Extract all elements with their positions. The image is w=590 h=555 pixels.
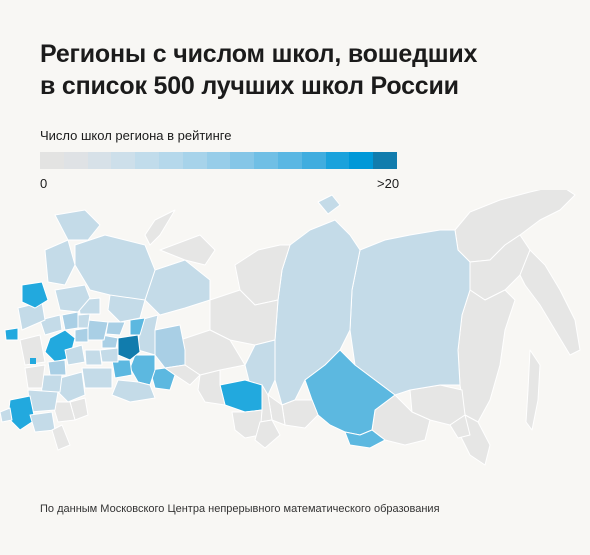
region-kursk-belgorod	[24, 364, 46, 389]
region-altai-rep	[254, 419, 281, 449]
region-severnaya-zemlya	[317, 194, 341, 215]
region-karelia	[44, 239, 76, 286]
region-ryazan	[64, 344, 86, 366]
legend-scale-step	[373, 152, 397, 169]
region-vladimir	[74, 327, 89, 343]
region-kaliningrad	[4, 327, 19, 341]
region-yakutia	[349, 229, 471, 396]
region-dagestan	[51, 424, 71, 451]
russia-regions-map	[0, 190, 581, 466]
region-ulyanovsk	[99, 347, 119, 363]
region-penza	[84, 349, 103, 366]
title-line-2: в список 500 лучших школ России	[40, 72, 459, 100]
region-tuva	[281, 399, 319, 429]
region-bashkiria	[129, 354, 156, 386]
region-omsk	[197, 369, 226, 406]
legend-scale-step	[87, 152, 112, 169]
legend-scale-step	[277, 152, 302, 169]
page-title: Регионы с числом школ, вошедших в список…	[40, 38, 477, 102]
region-chuvashia	[101, 334, 119, 349]
region-arkhangelsk	[74, 234, 156, 301]
legend-scale-step	[182, 152, 207, 169]
region-udmurtia	[129, 317, 146, 336]
legend-color-scale	[40, 152, 397, 169]
region-samara	[111, 359, 133, 379]
region-smolensk-bryansk	[19, 334, 46, 366]
region-kurgan	[164, 364, 201, 386]
region-tula	[47, 359, 67, 376]
region-jewish-ao	[449, 414, 471, 439]
region-stavropol	[29, 411, 56, 433]
region-novaya-zemlya	[144, 209, 176, 246]
region-murmansk	[54, 209, 101, 241]
region-khabarovsk	[457, 289, 516, 423]
region-spb	[21, 281, 49, 309]
region-crimea	[0, 407, 13, 423]
region-kalmykia	[51, 401, 76, 423]
region-orenburg	[111, 379, 156, 403]
title-line-1: Регионы с числом школ, вошедших	[40, 40, 478, 68]
legend-scale-step	[158, 152, 183, 169]
region-kamchatka	[519, 249, 581, 356]
legend-scale-step	[135, 152, 159, 169]
legend-scale-step	[254, 152, 278, 169]
region-buryatia	[344, 429, 386, 449]
region-nenets	[159, 234, 216, 266]
region-mari-el	[105, 321, 126, 336]
legend-min-label: 0	[40, 176, 48, 191]
map-inset-sevastopol	[30, 358, 36, 364]
region-novosibirsk	[219, 379, 263, 413]
legend-scale-step	[206, 152, 231, 169]
legend-scale-step	[349, 152, 374, 169]
region-vologda	[54, 284, 91, 313]
source-note: По данным Московского Центра непрерывног…	[40, 503, 440, 515]
region-ivanovo	[77, 313, 91, 329]
region-komi	[144, 259, 211, 316]
region-saratov	[81, 367, 113, 389]
legend-max-label: >20	[377, 176, 400, 191]
region-nizhny	[87, 319, 109, 341]
legend-scale-step	[63, 152, 88, 169]
legend-scale-step	[40, 152, 64, 169]
legend-scale-step	[230, 152, 255, 169]
region-sverdlovsk	[154, 324, 186, 369]
region-krasnodar	[7, 395, 36, 431]
region-chelyabinsk	[149, 367, 176, 391]
legend-scale-step	[111, 152, 136, 169]
legend-scale-step	[325, 152, 350, 169]
region-sakhalin	[525, 349, 541, 431]
legend-title: Число школ региона в рейтинге	[40, 128, 232, 143]
legend-scale-step	[301, 152, 326, 169]
region-yaroslavl	[61, 311, 79, 331]
